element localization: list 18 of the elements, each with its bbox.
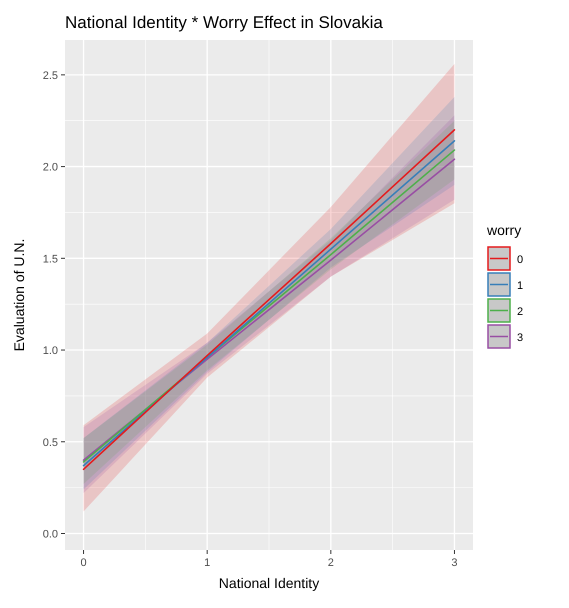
legend-title: worry [486,222,522,238]
legend-label: 0 [517,254,524,266]
x-axis-title: National Identity [218,575,320,591]
legend-label: 3 [517,332,524,344]
y-tick-label: 2.0 [42,162,58,174]
chart-title: National Identity * Worry Effect in Slovakia [65,13,384,32]
x-tick-label: 0 [80,557,87,569]
y-tick-label: 1.5 [42,253,58,266]
x-tick-label: 2 [328,557,334,569]
y-tick-label: 2.5 [42,70,58,82]
y-tick-label: 0.0 [42,528,58,540]
y-axis-title: Evaluation of U.N. [11,238,27,352]
legend-label: 1 [517,280,524,292]
legend-label: 2 [517,306,524,318]
y-tick-label: 1.0 [42,345,58,358]
x-tick-label: 1 [204,557,210,569]
y-tick-label: 0.5 [42,436,58,449]
x-tick-label: 3 [451,557,458,569]
